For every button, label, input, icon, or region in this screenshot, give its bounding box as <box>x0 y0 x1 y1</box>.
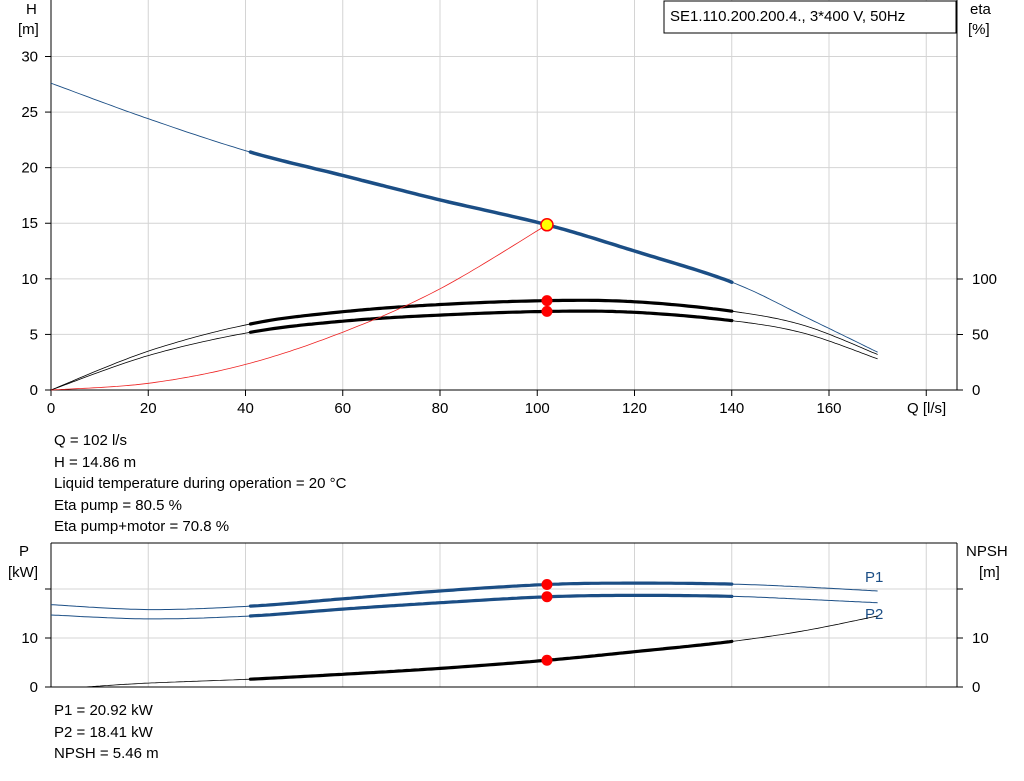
eta-operating-point <box>541 295 553 307</box>
info-p2: P2 = 18.41 kW <box>54 723 153 741</box>
top-x-tick-label: 80 <box>432 400 449 417</box>
bottom-grid <box>50 543 957 688</box>
info-eta-pump: Eta pump = 80.5 % <box>54 496 182 514</box>
eta-pump-curve-operating <box>248 298 734 326</box>
bottom-y-right-label: NPSH <box>966 543 1008 560</box>
info-npsh: NPSH = 5.46 m <box>54 745 159 762</box>
p1-operating-point <box>541 578 553 590</box>
top-y-left-unit: [m] <box>18 21 39 38</box>
bottom-points <box>541 578 553 666</box>
head-curve-full <box>50 82 878 353</box>
bottom-y-right-tick-label: 0 <box>972 679 980 696</box>
npsh-operating-point <box>541 654 553 666</box>
top-x-tick-label: 20 <box>140 400 157 417</box>
p2-operating-point <box>541 591 553 603</box>
npsh-curve-operating <box>248 639 734 681</box>
bottom-y-left-tick-label: 0 <box>30 679 38 696</box>
info-flow: Q = 102 l/s <box>54 432 127 449</box>
duty-point <box>540 218 554 232</box>
top-y-left-label: H <box>26 1 37 18</box>
top-x-tick-label: 40 <box>237 400 254 417</box>
top-axes: 0 20 40 60 80 100 120 140 160 0 5 10 15 20 25 30 0 50 100 H… <box>18 0 997 417</box>
top-y-left-tick-label: 0 <box>30 382 38 399</box>
top-y-left-tick-label: 30 <box>21 48 38 65</box>
p2-curve-operating <box>248 593 734 618</box>
p1-series-label: P1 <box>865 569 883 586</box>
top-y-right-tick-label: 100 <box>972 271 997 288</box>
eta-pump-motor-curve-full <box>50 310 878 391</box>
top-x-tick-label: 160 <box>816 400 841 417</box>
head-curve-operating <box>248 150 734 284</box>
top-y-left-tick-label: 10 <box>21 271 38 288</box>
top-x-label: Q [l/s] <box>907 400 946 417</box>
top-series <box>50 82 878 391</box>
top-y-right-unit: [%] <box>968 21 990 38</box>
top-x-tick-label: 120 <box>622 400 647 417</box>
top-info-panel: Q = 102 l/s H = 14.86 m Liquid temperatu… <box>54 430 346 538</box>
p2-curve-full <box>50 594 878 620</box>
bottom-y-right-unit: [m] <box>979 564 1000 581</box>
eta-operating-point <box>541 305 553 317</box>
top-y-left-tick-label: 15 <box>21 215 38 232</box>
system-curve <box>50 224 548 391</box>
bottom-y-left-tick-label: 10 <box>21 630 38 647</box>
top-points <box>540 218 554 317</box>
bottom-y-left-unit: [kW] <box>8 564 38 581</box>
p2-series-label: P2 <box>865 606 883 623</box>
info-liquid-temperature: Liquid temperature during operation = 20… <box>54 475 347 492</box>
top-y-left-tick-label: 5 <box>30 326 38 343</box>
p1-curve-full <box>50 582 878 611</box>
info-eta-pump-motor: Eta pump+motor = 70.8 % <box>54 518 230 535</box>
bottom-y-right-tick-label: 10 <box>972 630 989 647</box>
top-y-right-label: eta <box>970 1 992 18</box>
top-x-tick-label: 140 <box>719 400 744 417</box>
legend-box-text: SE1.110.200.200.4., 3*400 V, 50Hz <box>670 8 905 25</box>
info-head: H = 14.86 m <box>54 453 137 471</box>
top-x-tick-label: 100 <box>525 400 550 417</box>
top-y-right-tick-label: 50 <box>972 327 989 344</box>
top-y-left-tick-label: 25 <box>21 104 38 121</box>
legend-box: SE1.110.200.200.4., 3*400 V, 50Hz <box>663 0 957 34</box>
bottom-series: P1 P2 <box>50 569 883 688</box>
npsh-curve-full <box>84 615 878 688</box>
top-y-left-tick-label: 20 <box>21 160 38 177</box>
bottom-axes: 0 10 0 10 P [kW] NPSH [m] <box>8 542 1008 696</box>
top-x-tick-label: 60 <box>334 400 351 417</box>
bottom-info-panel: P1 = 20.92 kW P2 = 18.41 kW NPSH = 5.46 … <box>54 700 159 765</box>
bottom-y-left-label: P <box>19 543 29 560</box>
eta-pump-motor-curve-operating <box>248 309 734 334</box>
p1-curve-operating <box>248 581 734 608</box>
info-p1: P1 = 20.92 kW <box>54 702 153 719</box>
top-y-right-tick-label: 0 <box>972 382 980 399</box>
top-x-tick-label: 0 <box>47 400 55 417</box>
